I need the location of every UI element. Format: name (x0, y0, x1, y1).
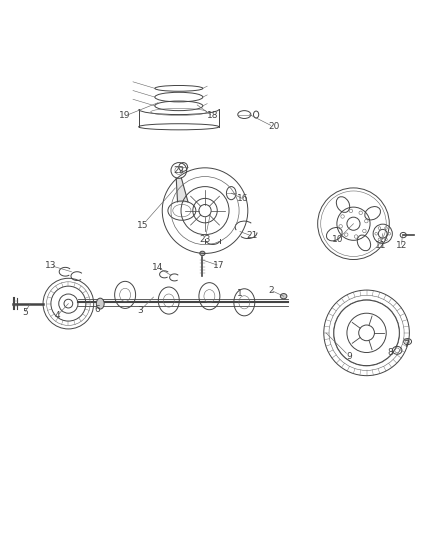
Text: 11: 11 (375, 241, 386, 250)
Text: 19: 19 (120, 111, 131, 120)
Text: 7: 7 (403, 340, 409, 349)
Ellipse shape (96, 298, 104, 309)
Ellipse shape (280, 294, 287, 299)
Text: 3: 3 (138, 305, 143, 314)
Text: 17: 17 (213, 261, 225, 270)
Text: 22: 22 (173, 166, 184, 175)
Text: 5: 5 (22, 308, 28, 317)
Text: 18: 18 (207, 111, 218, 120)
Polygon shape (176, 179, 188, 202)
Text: 12: 12 (396, 241, 407, 250)
Text: 1: 1 (237, 289, 243, 298)
Text: 20: 20 (268, 122, 279, 131)
Text: 14: 14 (152, 263, 163, 272)
Text: 15: 15 (137, 221, 148, 230)
Ellipse shape (200, 251, 205, 256)
Text: 16: 16 (237, 195, 249, 203)
Text: 23: 23 (199, 235, 211, 244)
Text: 6: 6 (95, 305, 100, 314)
Text: 10: 10 (332, 235, 343, 244)
Text: 8: 8 (387, 349, 393, 358)
Text: 21: 21 (246, 231, 258, 240)
Text: 9: 9 (346, 351, 352, 360)
Text: 2: 2 (268, 286, 274, 295)
Text: 13: 13 (45, 261, 57, 270)
Text: 4: 4 (55, 311, 60, 320)
